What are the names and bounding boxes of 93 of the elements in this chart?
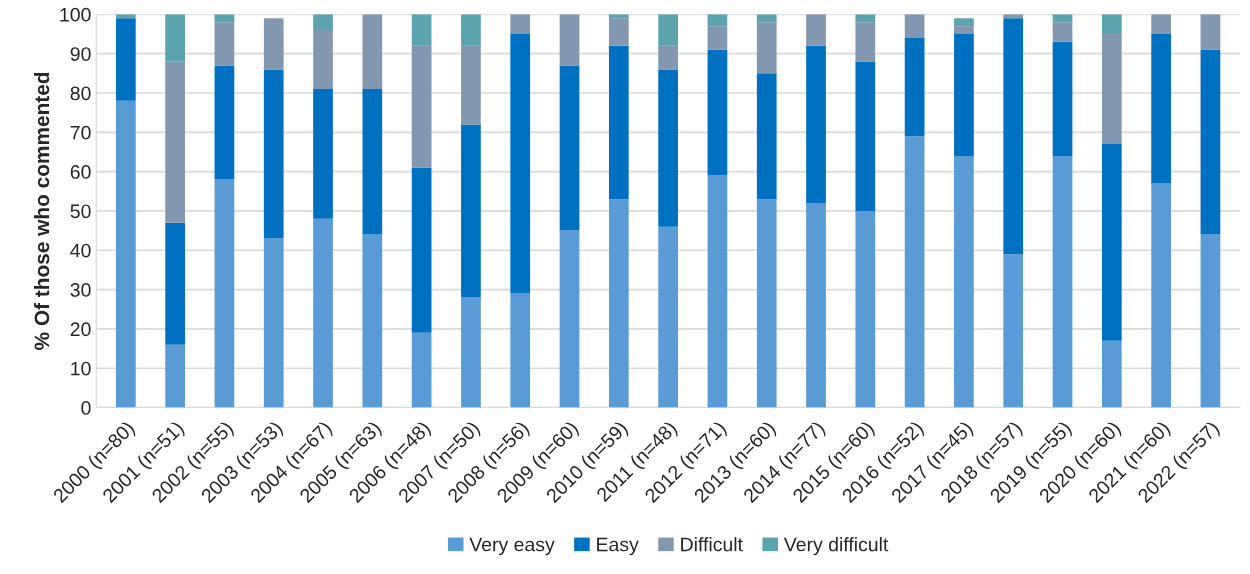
bar: [165, 344, 185, 408]
bar: [608, 45, 629, 200]
bar: [855, 14, 876, 23]
bar: [411, 14, 432, 46]
bar: [165, 222, 185, 345]
bar: [806, 203, 826, 408]
legend-label: Very difficult: [783, 537, 889, 556]
bar: [658, 45, 678, 70]
bar: [608, 199, 629, 408]
y-tick-label: 60: [70, 165, 91, 179]
bar: [1151, 14, 1171, 35]
bar: [214, 179, 235, 408]
bar: [510, 14, 531, 35]
y-tick-label: 80: [70, 86, 91, 101]
bar: [165, 61, 185, 223]
bar: [855, 210, 876, 408]
bar: [1052, 155, 1073, 408]
bar: [510, 34, 531, 294]
bar: [313, 30, 333, 90]
y-tick-label: 100: [60, 7, 91, 22]
legend-label: Difficult: [681, 537, 743, 552]
bar: [263, 69, 284, 239]
bar: [411, 45, 432, 168]
bar: [362, 234, 383, 408]
bar: [214, 22, 235, 66]
bar: [1200, 234, 1221, 408]
y-tick-label: 0: [81, 401, 91, 415]
y-tick-label: 20: [70, 322, 91, 337]
bar: [362, 89, 383, 235]
bar: [707, 175, 728, 408]
legend-label: Very easy: [469, 537, 555, 556]
bar: [214, 65, 235, 180]
bar: [263, 18, 284, 70]
bar: [1151, 34, 1171, 184]
bar: [1101, 14, 1122, 35]
bar: [559, 230, 580, 408]
bar: [756, 199, 777, 408]
bar: [1003, 254, 1024, 408]
bar: [1101, 34, 1122, 145]
bar: [1151, 183, 1171, 408]
bar: [658, 14, 678, 46]
bar: [658, 69, 678, 227]
bar: [559, 65, 580, 231]
bar: [954, 155, 974, 408]
bar: [707, 26, 728, 50]
bar: [1200, 49, 1221, 235]
y-tick-label: 70: [70, 125, 91, 140]
bar: [313, 14, 333, 31]
bar: [954, 26, 974, 35]
y-tick-label: 90: [70, 47, 91, 61]
bar: [510, 293, 531, 408]
bar: [1101, 340, 1122, 408]
bar: [806, 14, 826, 46]
bar: [707, 14, 728, 27]
bar: [559, 14, 580, 66]
bar: [855, 61, 876, 211]
bar: [1101, 144, 1122, 341]
y-tick-label: 30: [70, 283, 91, 297]
bar: [954, 18, 974, 27]
bar: [1200, 14, 1221, 50]
bar: [411, 167, 432, 333]
y-axis-title: % Of those who commented: [33, 72, 50, 350]
y-tick-label: 40: [70, 243, 91, 258]
legend-label: Easy: [597, 537, 639, 556]
y-tick-label: 10: [71, 361, 91, 376]
bar: [904, 37, 925, 137]
bar: [115, 18, 136, 101]
bar: [411, 332, 432, 408]
bar: [115, 100, 136, 408]
bar: [756, 14, 777, 23]
bar: [904, 136, 925, 408]
bar: [1052, 22, 1073, 42]
bar: [707, 49, 728, 176]
bar: [165, 14, 185, 62]
bar: [1003, 18, 1024, 255]
bar: [313, 218, 333, 408]
bar: [855, 22, 876, 62]
bar: [806, 45, 826, 204]
bar: [362, 14, 383, 90]
bar: [904, 14, 925, 38]
y-tick-label: 50: [70, 204, 91, 219]
bar: [461, 45, 481, 125]
bar: [1052, 41, 1073, 156]
bar: [313, 89, 333, 219]
bar: [461, 124, 481, 298]
bar: [756, 22, 777, 74]
bar: [461, 297, 481, 408]
bar: [756, 73, 777, 200]
bar: [608, 18, 629, 46]
bar: [954, 34, 974, 156]
bar: [658, 226, 678, 408]
bar: [263, 238, 284, 408]
bar: [461, 14, 481, 46]
